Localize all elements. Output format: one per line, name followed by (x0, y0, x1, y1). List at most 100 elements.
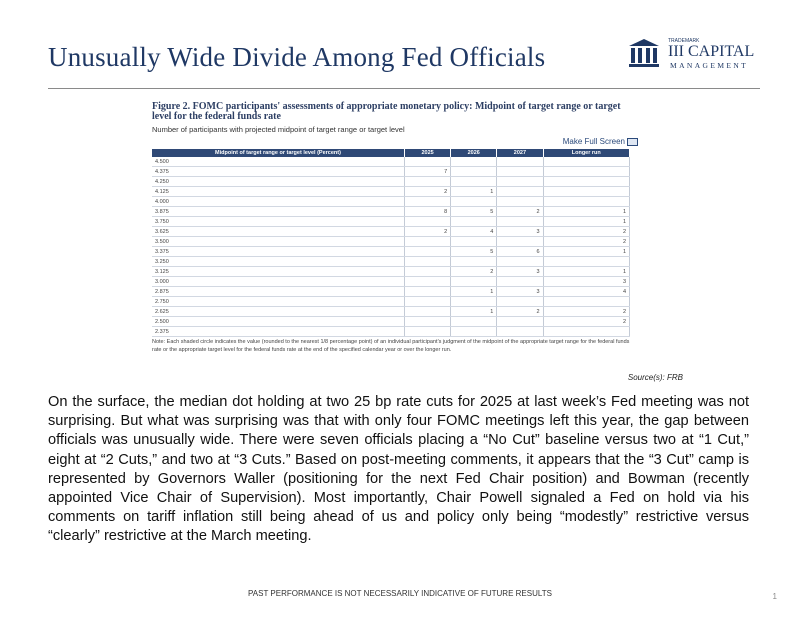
count-cell: 5 (450, 206, 498, 217)
make-full-screen-link[interactable]: Make Full Screen (152, 137, 638, 148)
table-body: 4.500 4.375 7 4.250 4.125 2 1 4.000 3.875 8 5 2 1 3.7… (152, 157, 631, 337)
count-cell: 4 (450, 226, 498, 237)
table-row: 3.375 5 6 1 (152, 246, 631, 257)
columns-logo-icon (629, 39, 659, 67)
slide-title: Unusually Wide Divide Among Fed Official… (48, 42, 546, 72)
count-cell (450, 196, 498, 207)
full-screen-label: Make Full Screen (562, 137, 625, 146)
count-cell: 3 (496, 226, 544, 237)
count-cell (496, 166, 544, 177)
table-row: 4.250 (152, 176, 631, 187)
count-cell (450, 276, 498, 287)
table-row: 4.000 (152, 196, 631, 207)
count-cell: 8 (404, 206, 452, 217)
logo-trademark: TRADEMARK (668, 38, 700, 44)
table-row: 2.500 2 (152, 316, 631, 327)
count-cell (404, 276, 452, 287)
column-header-rate: Midpoint of target range or target level… (152, 149, 405, 157)
table-row: 4.375 7 (152, 166, 631, 177)
table-row: 3.750 1 (152, 216, 631, 227)
count-cell (404, 256, 452, 267)
table-row: 3.250 (152, 256, 631, 267)
count-cell (496, 176, 544, 187)
table-row: 3.625 2 4 3 2 (152, 226, 631, 237)
count-cell (404, 196, 452, 207)
count-cell (404, 286, 452, 297)
rate-cell: 3.750 (152, 216, 405, 227)
logo-name: III CAPITAL (668, 43, 755, 60)
rate-cell: 3.375 (152, 246, 405, 257)
table-row: 3.875 8 5 2 1 (152, 206, 631, 217)
rate-cell: 2.875 (152, 286, 405, 297)
table-row: 3.125 2 3 1 (152, 266, 631, 277)
count-cell (496, 326, 544, 337)
count-cell (496, 296, 544, 307)
count-cell (450, 166, 498, 177)
count-cell: 1 (543, 206, 631, 217)
count-cell (543, 157, 631, 167)
table-row: 2.625 1 2 2 (152, 306, 631, 317)
page-number: 1 (772, 592, 777, 601)
count-cell (543, 186, 631, 197)
rate-cell: 2.500 (152, 316, 405, 327)
count-cell (404, 326, 452, 337)
count-cell (496, 316, 544, 327)
count-cell (496, 256, 544, 267)
count-cell (404, 266, 452, 277)
title-divider (48, 88, 760, 89)
rate-cell: 4.375 (152, 166, 405, 177)
count-cell (496, 196, 544, 207)
table-header-row: Midpoint of target range or target level… (152, 149, 631, 157)
count-cell: 2 (543, 226, 631, 237)
count-cell: 3 (496, 266, 544, 277)
count-cell (450, 176, 498, 187)
count-cell (496, 276, 544, 287)
count-cell (543, 196, 631, 207)
rate-cell: 2.750 (152, 296, 405, 307)
count-cell (450, 216, 498, 227)
count-cell (496, 157, 544, 167)
rate-cell: 2.375 (152, 326, 405, 337)
count-cell (496, 216, 544, 227)
figure-title: Figure 2. FOMC participants' assessments… (152, 101, 621, 122)
count-cell: 1 (450, 306, 498, 317)
count-cell (450, 296, 498, 307)
count-cell (496, 186, 544, 197)
count-cell: 2 (543, 306, 631, 317)
rate-cell: 3.875 (152, 206, 405, 217)
rate-cell: 4.500 (152, 157, 405, 167)
full-screen-icon (627, 137, 638, 146)
count-cell: 2 (496, 306, 544, 317)
count-cell: 2 (496, 206, 544, 217)
count-cell (543, 296, 631, 307)
company-logo: TRADEMARK III CAPITAL MANAGEMENT (628, 34, 758, 74)
commentary-paragraph: On the surface, the median dot holding a… (48, 394, 749, 545)
count-cell (496, 236, 544, 247)
column-header-2025: 2025 (404, 149, 452, 157)
table-row: 4.500 (152, 157, 631, 167)
rate-cell: 3.625 (152, 226, 405, 237)
column-header-longer-run: Longer run (543, 149, 631, 157)
figure-subtitle: Number of participants with projected mi… (152, 125, 405, 134)
count-cell (543, 176, 631, 187)
count-cell (404, 316, 452, 327)
dot-plot-table: Midpoint of target range or target level… (152, 149, 631, 337)
table-row: 3.500 2 (152, 236, 631, 247)
footer-disclaimer: PAST PERFORMANCE IS NOT NECESSARILY INDI… (248, 589, 552, 598)
table-row: 2.750 (152, 296, 631, 307)
table-row: 2.375 (152, 326, 631, 337)
source-citation: Source(s): FRB (627, 373, 683, 382)
count-cell (404, 216, 452, 227)
count-cell: 1 (543, 246, 631, 257)
count-cell (450, 236, 498, 247)
count-cell (404, 236, 452, 247)
table-row: 2.875 1 3 4 (152, 286, 631, 297)
count-cell: 5 (450, 246, 498, 257)
count-cell: 6 (496, 246, 544, 257)
figure-note: Note: Each shaded circle indicates the v… (152, 339, 630, 353)
count-cell: 1 (450, 186, 498, 197)
count-cell (404, 306, 452, 317)
rate-cell: 3.500 (152, 236, 405, 247)
logo-subtitle: MANAGEMENT (670, 61, 749, 70)
rate-cell: 2.625 (152, 306, 405, 317)
